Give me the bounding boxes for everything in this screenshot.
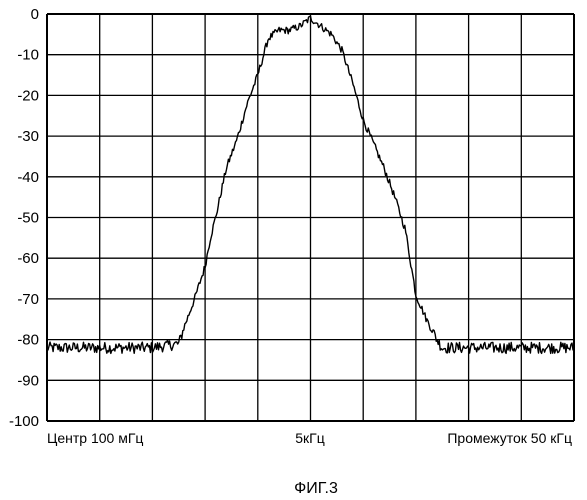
y-tick-label: 0 (31, 6, 39, 23)
y-tick-label: -50 (17, 210, 39, 227)
y-tick-labels: 0 -10 -20 -30 -40 -50 -60 -70 -80 -90 -100 (9, 6, 39, 430)
division-scale-label: 5кГц (295, 430, 325, 446)
y-tick-label: -40 (17, 169, 39, 186)
y-tick-label: -30 (17, 128, 39, 145)
y-tick-label: -20 (17, 87, 39, 104)
center-frequency-label: Центр 100 мГц (47, 430, 143, 446)
grid (47, 14, 574, 421)
y-tick-label: -70 (17, 291, 39, 308)
y-tick-label: -60 (17, 250, 39, 267)
span-label: Промежуток 50 кГц (447, 430, 572, 446)
y-tick-label: -100 (9, 413, 39, 430)
y-tick-label: -90 (17, 372, 39, 389)
y-tick-label: -80 (17, 332, 39, 349)
figure-caption: ФИГ.3 (294, 480, 338, 497)
y-tick-label: -10 (17, 47, 39, 64)
